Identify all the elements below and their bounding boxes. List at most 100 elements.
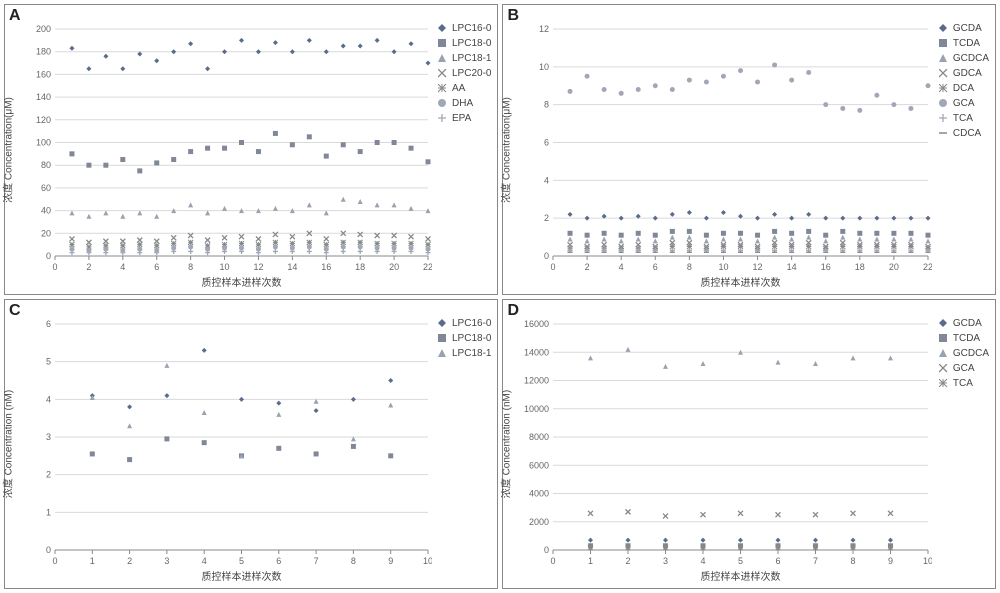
chart-d: 0200040006000800010000120001400016000012…: [523, 318, 932, 584]
svg-text:7: 7: [813, 556, 818, 566]
legend-item: LPC16-0: [438, 23, 491, 34]
legend-marker-icon: [438, 349, 448, 359]
legend-item: GCA: [939, 363, 989, 374]
svg-text:20: 20: [889, 262, 899, 272]
svg-text:4: 4: [202, 556, 207, 566]
legend-item: LPC18-0: [438, 333, 491, 344]
svg-text:6000: 6000: [529, 460, 549, 470]
svg-text:5: 5: [738, 556, 743, 566]
legend-label: LPC18-1: [452, 53, 491, 64]
svg-text:20: 20: [389, 262, 399, 272]
svg-text:0: 0: [551, 556, 556, 566]
legend-b: GCDATCDAGCDCAGDCADCAGCATCACDCA: [937, 5, 995, 294]
svg-text:10: 10: [423, 556, 432, 566]
svg-text:14000: 14000: [524, 347, 549, 357]
legend-marker-icon: [939, 24, 949, 34]
legend-item: LPC18-1: [438, 348, 491, 359]
legend-marker-icon: [939, 99, 949, 109]
legend-label: GCA: [953, 98, 975, 109]
legend-item: CDCA: [939, 128, 989, 139]
panel-label-c: C: [9, 302, 21, 320]
legend-marker-icon: [939, 54, 949, 64]
legend-item: LPC16-0: [438, 318, 491, 329]
legend-marker-icon: [438, 84, 448, 94]
legend-label: TCDA: [953, 38, 980, 49]
legend-marker-icon: [939, 114, 949, 124]
svg-text:10: 10: [539, 62, 549, 72]
svg-text:2: 2: [86, 262, 91, 272]
legend-item: GCDCA: [939, 53, 989, 64]
svg-text:2: 2: [544, 213, 549, 223]
legend-label: TCA: [953, 113, 973, 124]
svg-text:8: 8: [687, 262, 692, 272]
legend-label: LPC18-0: [452, 333, 491, 344]
panel-d: D 浓度 Concentration (nM) 0200040006000800…: [502, 299, 996, 589]
svg-text:12000: 12000: [524, 376, 549, 386]
svg-text:22: 22: [423, 262, 432, 272]
legend-label: DHA: [452, 98, 473, 109]
legend-label: TCA: [953, 378, 973, 389]
svg-text:40: 40: [41, 206, 51, 216]
svg-text:100: 100: [36, 138, 51, 148]
legend-a: LPC16-0LPC18-0LPC18-1LPC20-0AADHAEPA: [436, 5, 497, 294]
legend-marker-icon: [939, 334, 949, 344]
svg-text:16: 16: [821, 262, 831, 272]
svg-text:9: 9: [388, 556, 393, 566]
legend-c: LPC16-0 LPC18-0 LPC18-1: [436, 300, 497, 588]
svg-text:5: 5: [46, 357, 51, 367]
legend-marker-icon: [438, 319, 448, 329]
svg-text:10: 10: [923, 556, 932, 566]
svg-text:6: 6: [46, 319, 51, 329]
legend-marker-icon: [939, 349, 949, 359]
chart-a: 0204060801001201401601802000246810121416…: [25, 23, 432, 290]
figure-grid: A 浓度 Concentration(μM) 02040608010012014…: [4, 4, 996, 589]
legend-label: AA: [452, 83, 465, 94]
legend-item: EPA: [438, 113, 491, 124]
svg-text:7: 7: [314, 556, 319, 566]
legend-item: DHA: [438, 98, 491, 109]
legend-item: LPC18-0: [438, 38, 491, 49]
legend-label: GCDA: [953, 318, 982, 329]
panel-label-a: A: [9, 7, 21, 25]
panel-c: C 浓度 Concentration (nM) 0123456012345678…: [4, 299, 498, 589]
legend-item: LPC18-1: [438, 53, 491, 64]
legend-item: GCDCA: [939, 348, 989, 359]
legend-marker-icon: [438, 39, 448, 49]
ylabel-b: 浓度 Concentration(μM): [498, 97, 513, 203]
svg-text:5: 5: [239, 556, 244, 566]
legend-item: GCDA: [939, 318, 989, 329]
svg-text:20: 20: [41, 228, 51, 238]
legend-marker-icon: [438, 69, 448, 79]
legend-label: GCDA: [953, 23, 982, 34]
legend-item: TCDA: [939, 38, 989, 49]
svg-text:1: 1: [46, 507, 51, 517]
svg-text:16000: 16000: [524, 319, 549, 329]
chart-b: 0246810120246810121416182022质控样本进样次数: [523, 23, 932, 290]
legend-label: GCA: [953, 363, 975, 374]
svg-text:4: 4: [46, 394, 51, 404]
legend-label: GCDCA: [953, 348, 989, 359]
legend-label: CDCA: [953, 128, 981, 139]
legend-label: DCA: [953, 83, 974, 94]
legend-marker-icon: [939, 319, 949, 329]
svg-text:3: 3: [46, 432, 51, 442]
svg-text:8: 8: [544, 100, 549, 110]
svg-text:1: 1: [90, 556, 95, 566]
svg-text:0: 0: [52, 556, 57, 566]
svg-text:质控样本进样次数: 质控样本进样次数: [202, 570, 282, 583]
svg-text:18: 18: [355, 262, 365, 272]
svg-text:120: 120: [36, 115, 51, 125]
svg-text:10: 10: [719, 262, 729, 272]
legend-item: GCA: [939, 98, 989, 109]
svg-text:质控样本进样次数: 质控样本进样次数: [202, 276, 282, 289]
svg-text:0: 0: [544, 545, 549, 555]
svg-text:4: 4: [619, 262, 624, 272]
ylabel-a: 浓度 Concentration(μM): [0, 97, 15, 203]
svg-text:14: 14: [787, 262, 797, 272]
svg-text:4000: 4000: [529, 489, 549, 499]
legend-marker-icon: [939, 129, 949, 139]
svg-text:160: 160: [36, 69, 51, 79]
svg-text:6: 6: [776, 556, 781, 566]
legend-d: GCDATCDAGCDCAGCATCA: [937, 300, 995, 588]
legend-label: LPC16-0: [452, 23, 491, 34]
